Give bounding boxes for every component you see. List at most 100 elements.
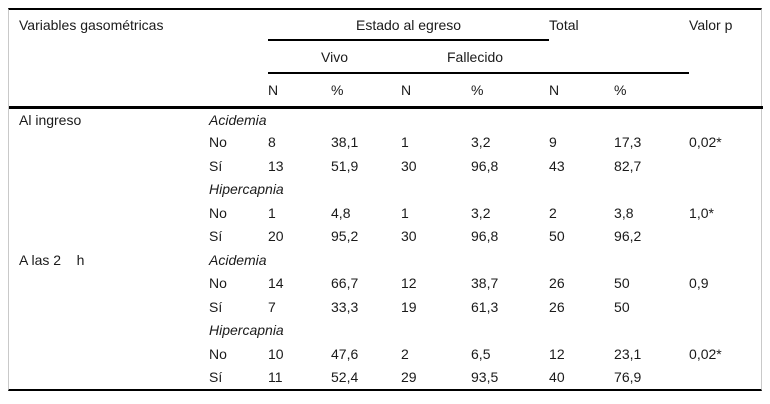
cell-fallecido-n: 30 [401,228,417,245]
cell-fallecido-pct: 93,5 [471,369,499,386]
row-label: No [209,275,227,292]
cell-total-n: 50 [549,228,565,245]
header-row-outcome: Vivo Fallecido [9,40,763,74]
cell-vivo-pct: 33,3 [331,298,359,315]
section-label [9,178,209,202]
cell-total-pct: 76,9 [614,369,642,386]
cell-total-pct: 3,8 [614,204,634,221]
header-spacer [9,40,268,73]
row-label: Sí [209,369,223,386]
table-row: Sí 13 51,9 30 96,8 43 82,7 [9,154,763,178]
group-row: Hipercapnia [9,178,763,202]
cell-fallecido-pct: 96,8 [471,228,499,245]
cell-total-n: 12 [549,345,565,362]
cell-fallecido-pct: 6,5 [471,345,491,362]
column-header-valor-p: Valor p [689,17,733,33]
column-header-total: Total [549,17,579,33]
cell-fallecido-n: 29 [401,369,417,386]
cell-vivo-n: 20 [268,228,284,245]
table-row: No 14 66,7 12 38,7 26 50 0,9 [9,272,763,296]
cell-total-n: 26 [549,298,565,315]
cell-vivo-n: 1 [268,204,276,221]
header-spacer-valor-p [689,40,763,73]
gasometric-variables-table: Variables gasométricas Estado al egreso … [9,10,764,390]
cell-total-pct: 23,1 [614,345,642,362]
cell-total-n: 2 [549,204,557,221]
cell-p-value [689,366,763,390]
column-header-total-pct: % [614,73,690,109]
column-header-variables: Variables gasométricas [19,17,164,33]
cell-total-pct: 50 [614,298,630,315]
header-row-measures: N % N % N % [9,73,764,109]
gasometric-variables-table-frame: Variables gasométricas Estado al egreso … [8,8,764,391]
column-header-fallecido-n: N [401,73,472,109]
cell-total-pct: 96,2 [614,228,642,245]
cell-fallecido-n: 2 [401,345,409,362]
cell-total-n: 40 [549,369,565,386]
cell-p-value [689,225,763,249]
cell-fallecido-pct: 61,3 [471,298,499,315]
cell-fallecido-pct: 38,7 [471,275,499,292]
table-row: Sí 20 95,2 30 96,8 50 96,2 [9,225,763,249]
column-header-fallecido-pct: % [471,73,550,109]
header-spacer [689,73,764,109]
cell-fallecido-n: 12 [401,275,417,292]
variable-group-label: Acidemia [209,251,267,268]
cell-p-value: 0,02* [689,345,722,362]
cell-p-value: 1,0* [689,204,714,221]
cell-vivo-n: 8 [268,134,276,151]
section-label: A las 2 h [19,251,85,268]
cell-vivo-pct: 51,9 [331,157,359,174]
table-row: Sí 11 52,4 29 93,5 40 76,9 [9,366,763,390]
cell-vivo-n: 11 [268,369,283,386]
table-row: No 1 4,8 1 3,2 2 3,8 1,0* [9,201,763,225]
section-label [9,295,209,319]
row-label: No [209,204,227,221]
cell-vivo-n: 10 [268,345,284,362]
header-row-groups: Variables gasométricas Estado al egreso … [9,10,763,41]
cell-vivo-n: 14 [268,275,284,292]
row-label: No [209,345,227,362]
group-row: Al ingreso Acidemia [9,107,763,131]
cell-fallecido-n: 30 [401,157,417,174]
cell-total-n: 9 [549,134,557,151]
group-row: Hipercapnia [9,319,763,343]
section-label: Al ingreso [19,111,82,128]
column-header-fallecido: Fallecido [401,40,550,74]
cell-total-pct: 50 [614,275,630,292]
section-label [9,272,209,296]
cell-vivo-n: 7 [268,298,276,315]
cell-vivo-pct: 66,7 [331,275,359,292]
column-header-vivo: Vivo [268,40,402,74]
section-label [9,366,209,390]
cell-vivo-n: 13 [268,157,284,174]
row-label: Sí [209,228,223,245]
cell-vivo-pct: 47,6 [331,345,359,362]
column-header-vivo-pct: % [331,73,402,109]
cell-total-pct: 82,7 [614,157,642,174]
cell-fallecido-n: 1 [401,134,409,151]
cell-fallecido-pct: 3,2 [471,204,491,221]
table-row: Sí 7 33,3 19 61,3 26 50 [9,295,763,319]
cell-total-n: 26 [549,275,565,292]
section-label [9,342,209,366]
section-label [9,201,209,225]
group-row: A las 2 h Acidemia [9,248,763,272]
table-row: No 8 38,1 1 3,2 9 17,3 0,02* [9,131,763,155]
section-label [9,319,209,343]
row-label: No [209,134,227,151]
column-header-vivo-n: N [268,73,332,109]
cell-p-value [689,295,763,319]
cell-total-pct: 17,3 [614,134,642,151]
column-header-estado-al-egreso: Estado al egreso [268,10,550,41]
table-row: No 10 47,6 2 6,5 12 23,1 0,02* [9,342,763,366]
cell-vivo-pct: 52,4 [331,369,359,386]
variable-group-label: Acidemia [209,111,267,128]
header-spacer [9,73,269,109]
section-label [9,225,209,249]
cell-vivo-pct: 38,1 [331,134,359,151]
cell-fallecido-n: 19 [401,298,417,315]
variable-group-label: Hipercapnia [209,181,284,198]
section-label [9,131,209,155]
row-label: Sí [209,157,223,174]
